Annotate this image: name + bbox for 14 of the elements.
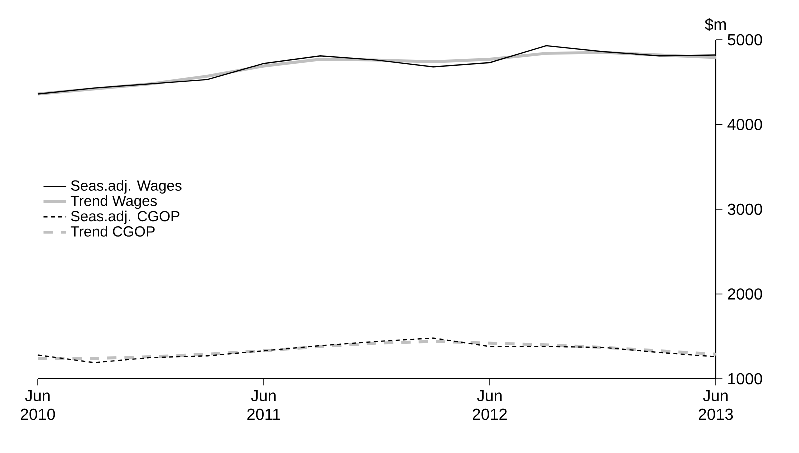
y-tick-label: 2000 [728, 288, 762, 300]
legend-label: Seas.adj. CGOP [71, 210, 180, 224]
y-tick-label: 3000 [728, 204, 762, 216]
y-tick-label: 1000 [728, 373, 762, 385]
x-tick-label: Jun 2011 [248, 390, 280, 420]
y-tick-label: 4000 [728, 119, 762, 130]
legend-label: Trend Wages [70, 196, 158, 210]
x-tick-label: Jun 2010 [21, 390, 56, 420]
legend-label: Trend CGOP [70, 226, 155, 237]
x-tick-label: Jun 2012 [472, 390, 507, 420]
y-tick-label: 5000 [728, 34, 762, 46]
y-axis-title: $m [705, 18, 726, 32]
legend-label: Seas.adj. Wages [71, 180, 182, 194]
x-tick-label: Jun 2013 [698, 390, 734, 420]
